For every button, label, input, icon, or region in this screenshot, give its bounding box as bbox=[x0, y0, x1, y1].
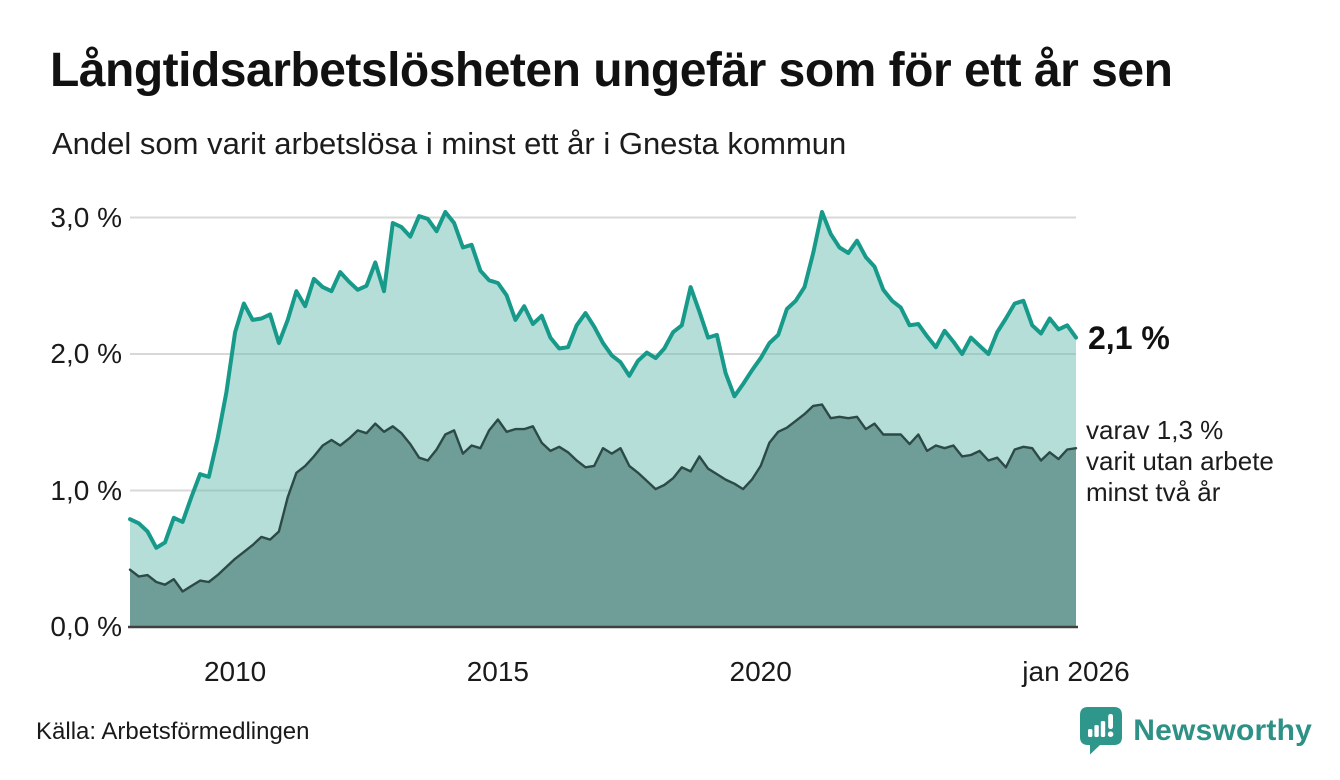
x-tick-label: 2015 bbox=[466, 656, 530, 687]
source-caption: Källa: Arbetsförmedlingen bbox=[36, 718, 310, 745]
bar-chart-speech-bubble-icon bbox=[1080, 707, 1123, 755]
end-note-line: varav 1,3 % bbox=[1086, 415, 1224, 446]
series-end-note: varav 1,3 % varit utan arbete minst två … bbox=[1086, 415, 1274, 508]
x-tick-label: jan 2026 bbox=[1022, 656, 1130, 687]
brand-name: Newsworthy bbox=[1133, 714, 1312, 747]
series-end-value-label: 2,1 % bbox=[1088, 319, 1170, 356]
page-title: Långtidsarbetslösheten ungefär som för e… bbox=[50, 44, 1173, 97]
page-subtitle: Andel som varit arbetslösa i minst ett å… bbox=[52, 126, 847, 161]
y-tick-label: 3,0 % bbox=[50, 201, 122, 233]
x-tick-label: 2010 bbox=[203, 656, 267, 687]
y-tick-label: 1,0 % bbox=[50, 474, 122, 506]
end-note-line: minst två år bbox=[1086, 477, 1221, 508]
y-tick-label: 2,0 % bbox=[50, 338, 122, 369]
y-tick-label: 0,0 % bbox=[50, 611, 122, 642]
brand-logo: Newsworthy bbox=[1079, 706, 1312, 756]
x-tick-label: 2020 bbox=[729, 656, 792, 687]
end-note-line: varit utan arbete bbox=[1086, 446, 1274, 477]
